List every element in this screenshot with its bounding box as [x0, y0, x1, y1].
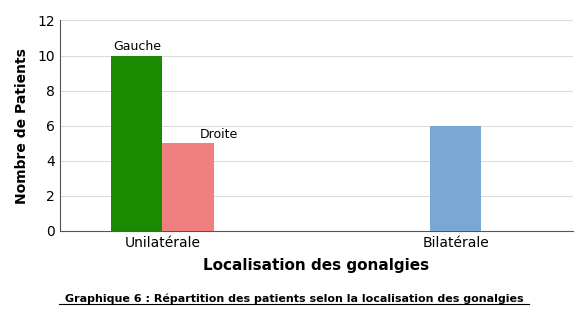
Text: Droite: Droite [200, 127, 238, 141]
X-axis label: Localisation des gonalgies: Localisation des gonalgies [203, 258, 429, 273]
Y-axis label: Nombre de Patients: Nombre de Patients [15, 48, 29, 203]
Bar [111, 55, 162, 231]
Text: Graphique 6 : Répartition des patients selon la localisation des gonalgies: Graphique 6 : Répartition des patients s… [65, 293, 523, 304]
Text: Gauche: Gauche [113, 40, 161, 53]
Bar [430, 126, 482, 231]
Bar [162, 143, 214, 231]
